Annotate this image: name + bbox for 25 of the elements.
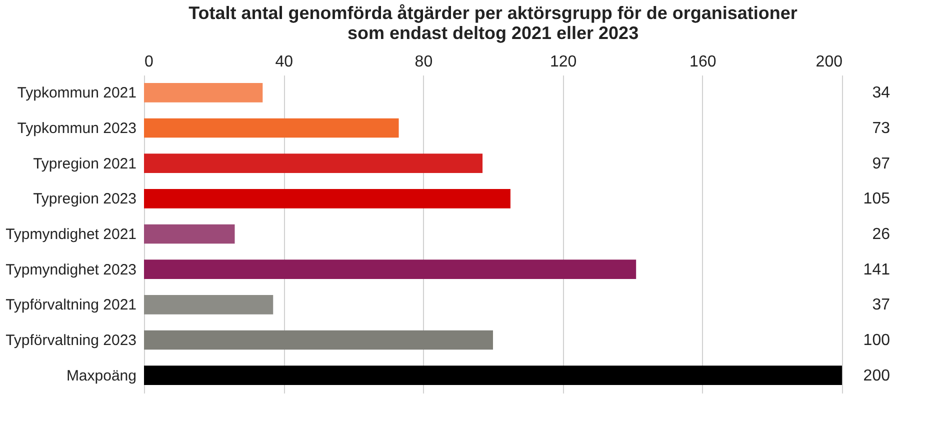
y-tick-label: Typförvaltning 2021	[6, 296, 136, 314]
data-label: 141	[863, 261, 890, 278]
y-tick-label: Maxpoäng	[66, 367, 136, 384]
x-tick-label: 200	[816, 54, 843, 70]
x-tick-label: 120	[550, 54, 577, 70]
data-label: 97	[872, 155, 890, 172]
y-tick-label: Typförvaltning 2023	[6, 332, 136, 349]
data-label: 26	[872, 226, 890, 243]
data-label: 105	[863, 190, 890, 208]
data-label: 34	[872, 84, 890, 102]
y-tick-label: Typkommun 2023	[17, 120, 136, 137]
data-label: 73	[872, 120, 890, 137]
x-tick-label: 80	[414, 54, 433, 70]
x-tick-label: 160	[690, 54, 716, 70]
y-tick-label: Typkommun 2021	[17, 84, 136, 102]
chart-title: Totalt antal genomförda åtgärder per aktörsgrupp för de organisationer som endast deltog 2021 eller 2023	[188, 3, 798, 43]
x-tick-label: 0	[144, 54, 154, 70]
data-label: 100	[863, 332, 890, 349]
y-tick-label: Typmyndighet 2021	[6, 226, 136, 243]
y-tick-label: Typregion 2021	[33, 155, 136, 172]
data-label: 37	[872, 296, 890, 314]
x-tick-label: 40	[275, 54, 294, 70]
y-tick-label: Typregion 2023	[33, 190, 136, 208]
y-tick-label: Typmyndighet 2023	[6, 261, 136, 278]
data-label: 200	[863, 367, 890, 384]
